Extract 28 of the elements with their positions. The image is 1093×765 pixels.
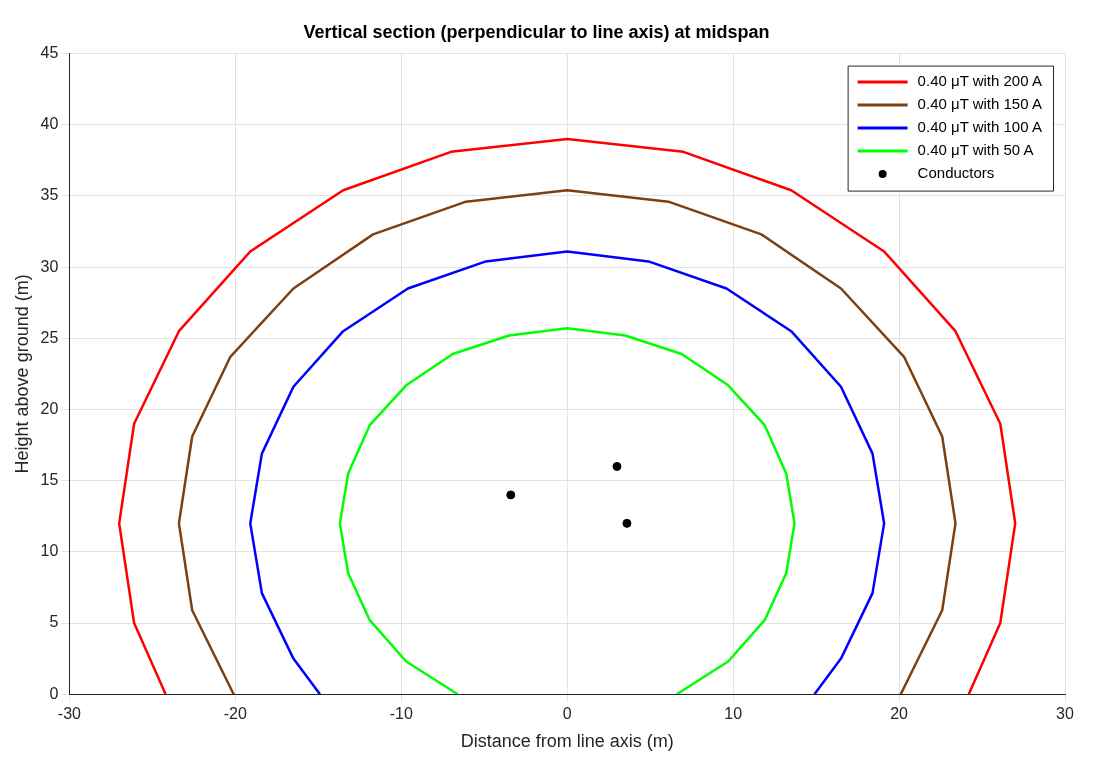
x-tick-label: -30 — [57, 705, 82, 723]
chart-title: Vertical section (perpendicular to line axis) at midspan — [303, 21, 770, 42]
x-tick-label: 10 — [724, 705, 743, 723]
y-tick-label: 20 — [40, 399, 59, 417]
y-tick-label: 0 — [49, 684, 59, 702]
x-tick-label: 30 — [1056, 705, 1074, 723]
y-axis-title: Height above ground (m) — [11, 274, 32, 474]
y-tick-label: 10 — [40, 542, 59, 560]
x-tick-label: 20 — [890, 705, 909, 723]
legend-label: 0.40 μT with 50 A — [917, 141, 1034, 159]
point — [622, 518, 632, 528]
x-axis-title: Distance from line axis (m) — [460, 731, 674, 752]
y-tick-label: 30 — [40, 257, 59, 275]
x-tick-label: -10 — [389, 705, 413, 723]
y-tick-label: 40 — [40, 115, 59, 133]
x-tick-label: -20 — [223, 705, 247, 723]
y-tick-label: 15 — [40, 471, 59, 489]
point — [506, 490, 516, 500]
x-tick-label: 0 — [562, 705, 572, 723]
legend-label: 0.40 μT with 200 A — [917, 72, 1042, 90]
legend-label: 0.40 μT with 150 A — [917, 95, 1042, 113]
y-tick-label: 35 — [40, 186, 59, 204]
y-tick-label: 5 — [49, 613, 59, 631]
legend-label: 0.40 μT with 100 A — [917, 118, 1042, 136]
y-tick-label: 25 — [40, 328, 59, 346]
y-tick-label: 45 — [40, 44, 59, 62]
legend-label: Conductors — [917, 164, 995, 182]
point — [612, 461, 622, 471]
